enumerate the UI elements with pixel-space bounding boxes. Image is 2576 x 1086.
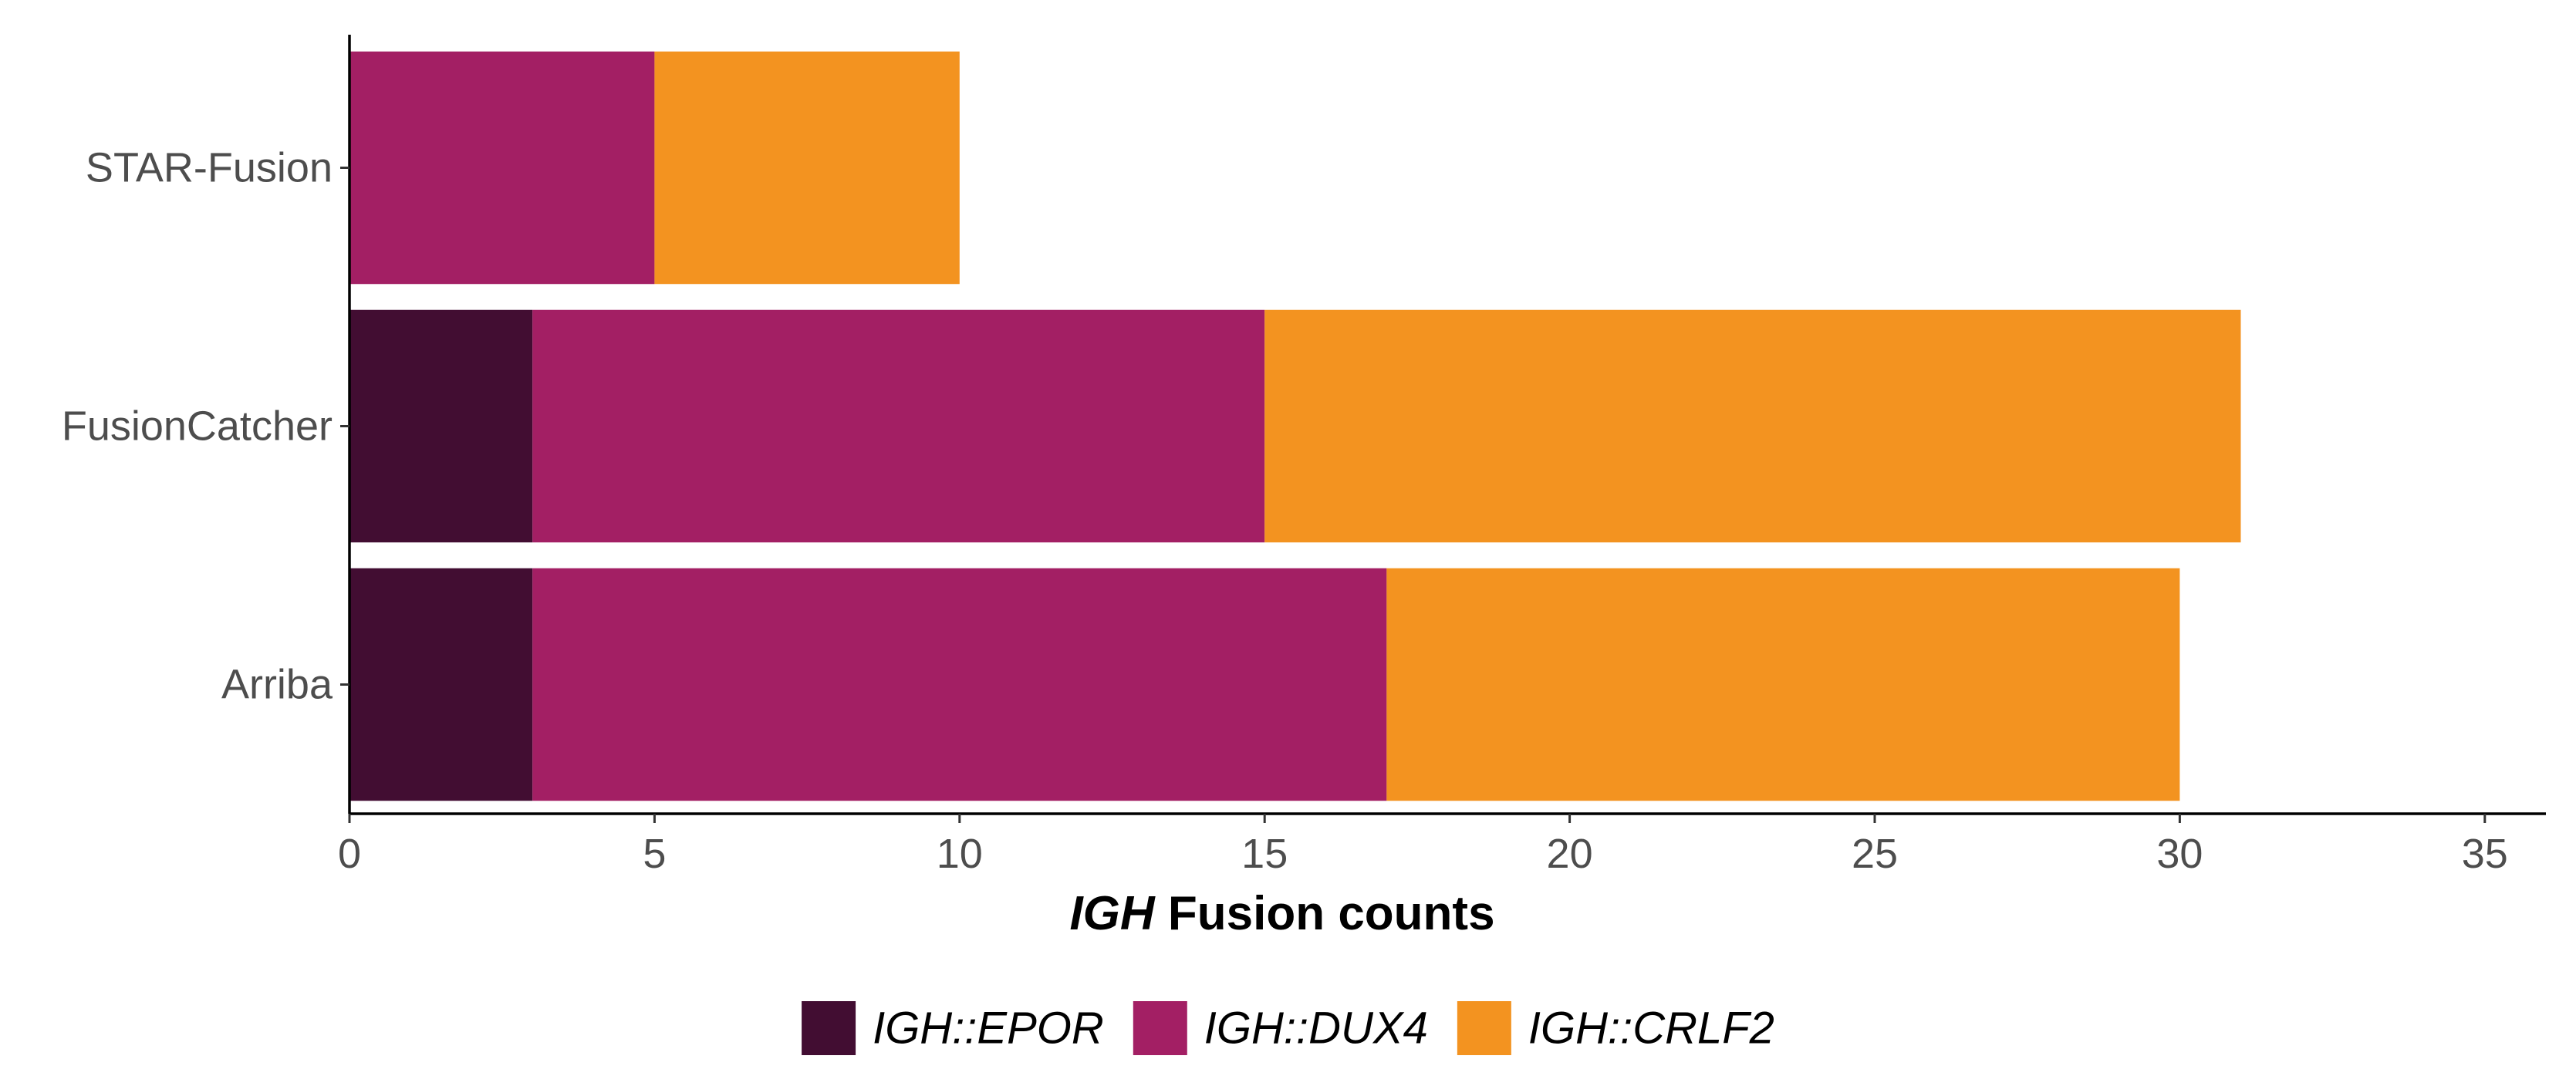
- bar-arriba-igh-crlf2: [1386, 568, 2180, 801]
- x-tick-label-5: 5: [643, 831, 666, 877]
- legend-key-igh-crlf2: [1457, 1001, 1511, 1055]
- x-axis-title-rest: Fusion counts: [1155, 887, 1495, 940]
- x-axis-title: IGH Fusion counts: [1069, 887, 1494, 940]
- y-tick-label-star-fusion: STAR-Fusion: [86, 145, 333, 191]
- y-axis: STAR-Fusion FusionCatcher Arriba: [62, 35, 351, 814]
- x-tick-label-10: 10: [937, 831, 983, 877]
- x-tick-label-30: 30: [2156, 831, 2203, 877]
- bar-fusioncatcher-igh-dux4: [532, 309, 1265, 543]
- legend-label-igh-crlf2: IGH::CRLF2: [1528, 1003, 1774, 1054]
- legend-key-igh-dux4: [1133, 1001, 1187, 1055]
- x-tick-label-25: 25: [1852, 831, 1898, 877]
- bar-arriba-igh-dux4: [532, 568, 1387, 801]
- bar-fusioncatcher-igh-epor: [349, 309, 533, 543]
- x-axis-title-italic: IGH: [1069, 887, 1155, 940]
- legend-key-igh-epor: [802, 1001, 856, 1055]
- bar-star-fusion-igh-dux4: [349, 51, 655, 285]
- x-tick-label-15: 15: [1241, 831, 1288, 877]
- y-tick-label-fusioncatcher: FusionCatcher: [62, 403, 333, 450]
- legend-label-igh-epor: IGH::EPOR: [873, 1003, 1104, 1054]
- x-tick-label-20: 20: [1547, 831, 1593, 877]
- legend: IGH::EPOR IGH::DUX4 IGH::CRLF2: [802, 1001, 1774, 1055]
- bar-star-fusion-igh-crlf2: [654, 51, 960, 285]
- x-axis: 0 5 10 15 20 25 30 35: [338, 812, 2546, 877]
- bars-layer: [349, 51, 2241, 801]
- bar-fusioncatcher-igh-crlf2: [1264, 309, 2241, 543]
- bar-arriba-igh-epor: [349, 568, 533, 801]
- x-tick-label-0: 0: [338, 831, 361, 877]
- legend-label-igh-dux4: IGH::DUX4: [1204, 1003, 1428, 1054]
- y-tick-label-arriba: Arriba: [221, 662, 333, 708]
- x-tick-label-35: 35: [2462, 831, 2508, 877]
